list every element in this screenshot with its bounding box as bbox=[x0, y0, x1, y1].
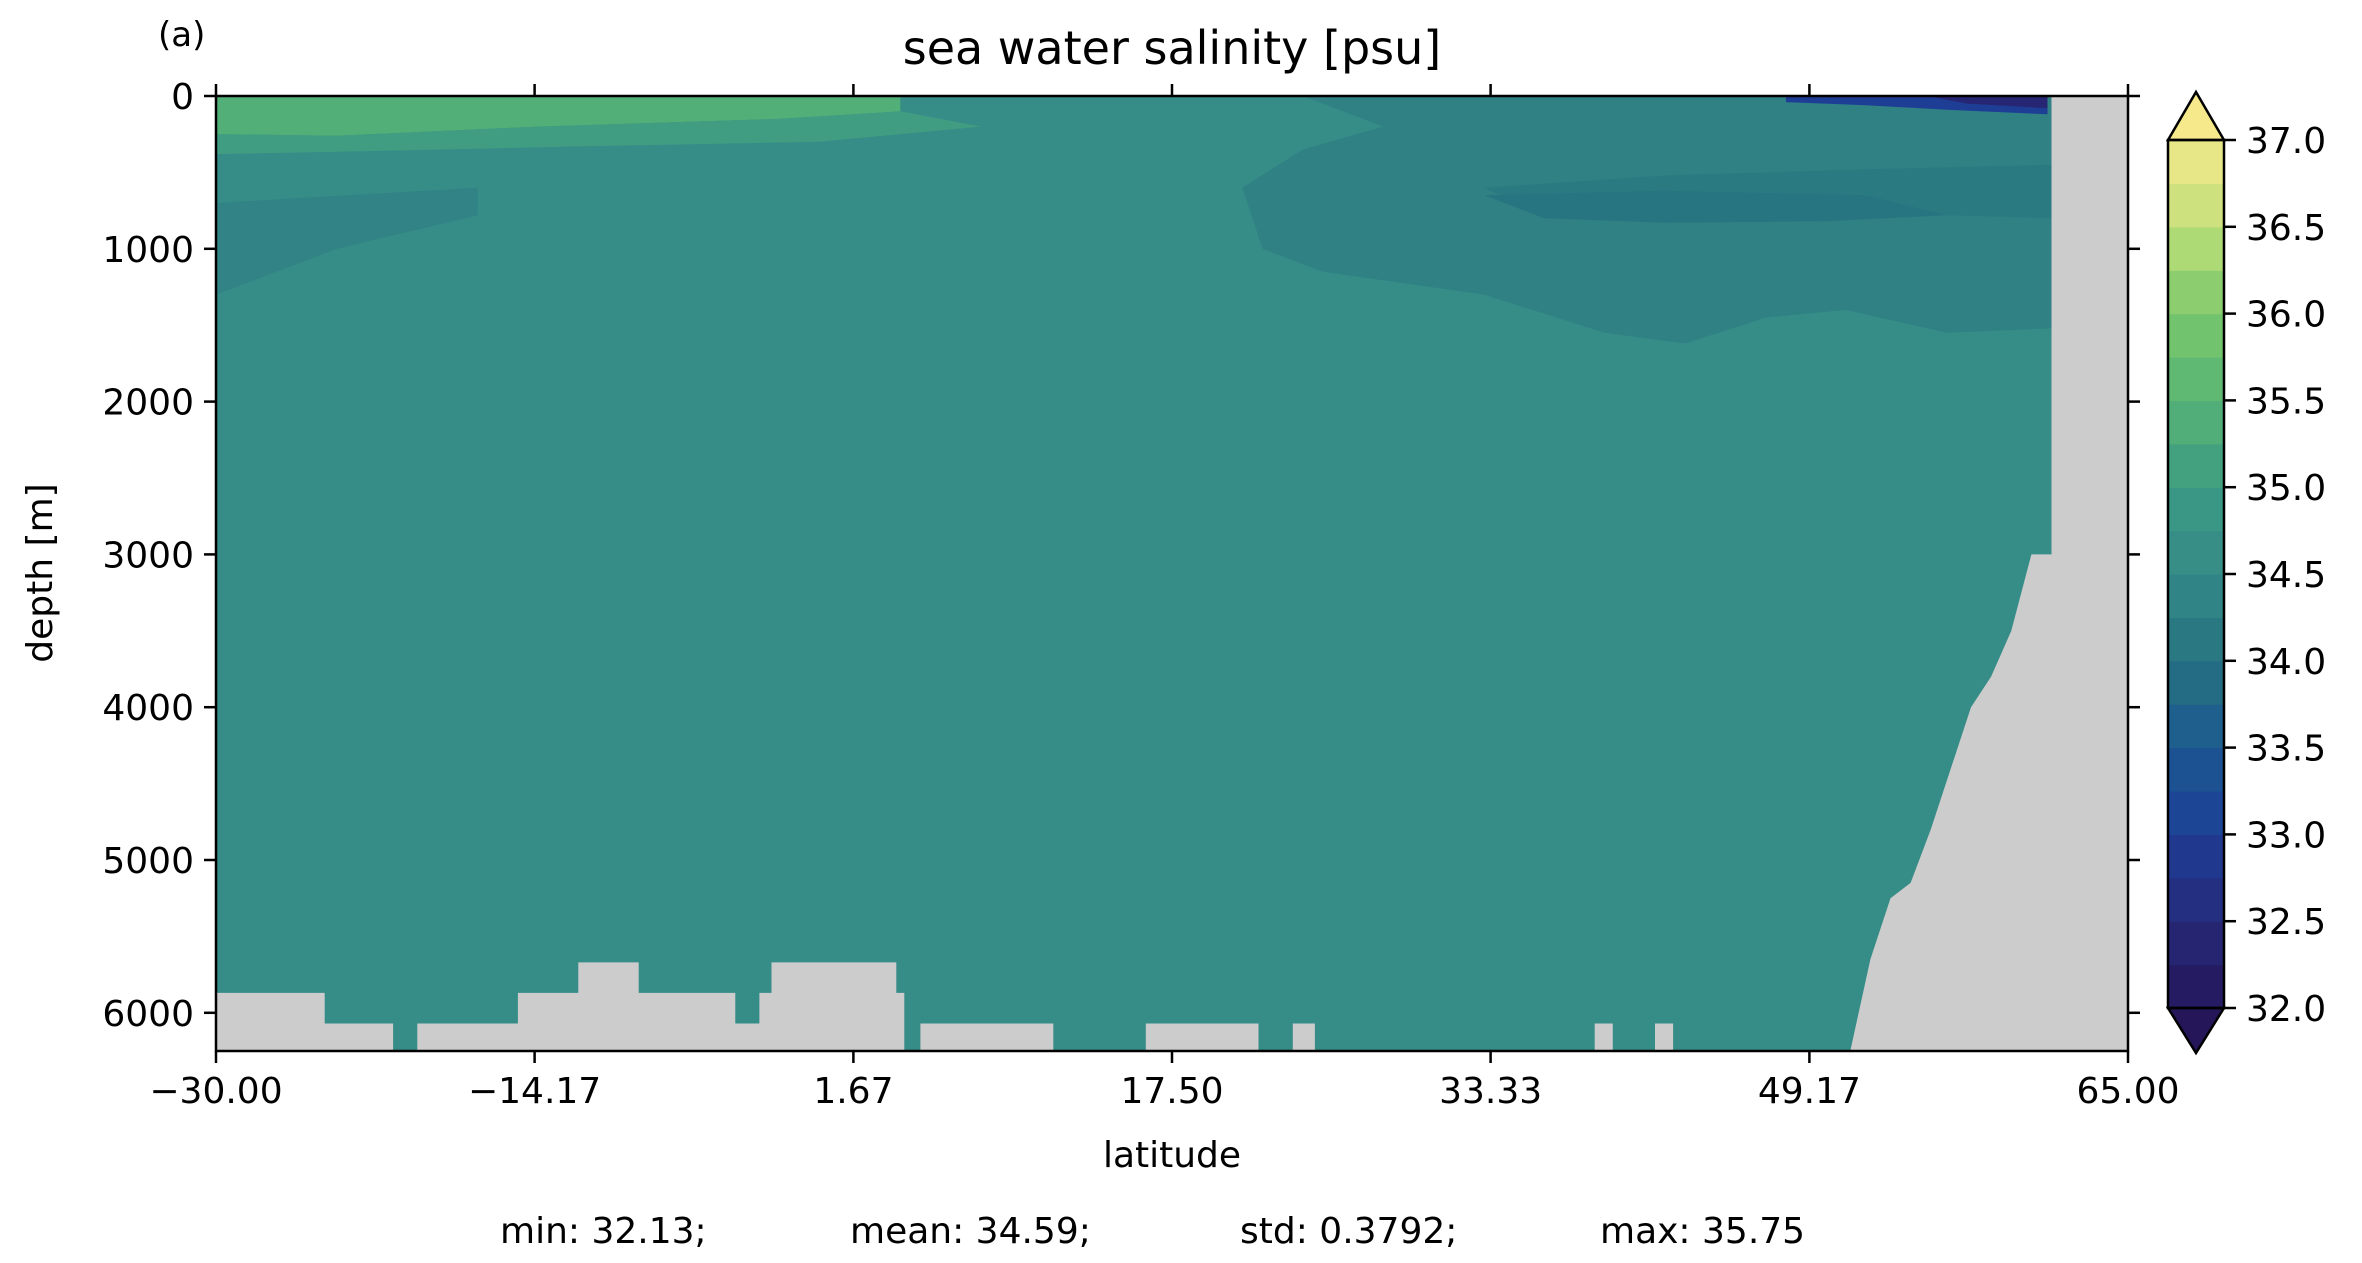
land-area-5 bbox=[1145, 1023, 1259, 1051]
y-tick-label-6: 6000 bbox=[102, 994, 194, 1035]
land-area-4 bbox=[920, 1023, 1054, 1051]
land-area-2 bbox=[216, 992, 394, 1051]
x-tick-label-2: 1.67 bbox=[813, 1071, 893, 1112]
colorbar-band-1 bbox=[2168, 921, 2224, 966]
salinity-region-2 bbox=[216, 187, 478, 295]
colorbar-tick-label-10: 37.0 bbox=[2246, 121, 2326, 162]
colorbar-tick-label-8: 36.0 bbox=[2246, 295, 2326, 336]
colorbar-band-14 bbox=[2168, 357, 2224, 401]
y-tick-label-4: 4000 bbox=[102, 688, 194, 729]
colorbar-band-17 bbox=[2168, 226, 2224, 271]
land-area-8 bbox=[1655, 1023, 1674, 1051]
colorbar-tick-label-2: 33.0 bbox=[2246, 815, 2326, 856]
colorbar-band-5 bbox=[2168, 747, 2224, 792]
colorbar-tick-label-4: 34.0 bbox=[2246, 642, 2326, 683]
colorbar-tick-label-6: 35.0 bbox=[2246, 468, 2326, 509]
colorbar-band-8 bbox=[2168, 617, 2224, 662]
colorbar-band-15 bbox=[2168, 313, 2224, 358]
colorbar-band-11 bbox=[2168, 487, 2224, 532]
salinity-regions bbox=[216, 96, 2052, 344]
colorbar-band-6 bbox=[2168, 704, 2224, 749]
colorbar-tick-label-0: 32.0 bbox=[2246, 989, 2326, 1030]
land-area-1 bbox=[1850, 554, 2052, 1051]
colorbar-tick-label-9: 36.5 bbox=[2246, 208, 2326, 249]
y-axis: 0 1000 2000 3000 4000 5000 6000 bbox=[102, 77, 2140, 1035]
chart-title: sea water salinity [psu] bbox=[903, 21, 1442, 75]
stat-min: min: 32.13; bbox=[500, 1211, 707, 1252]
y-tick-label-3: 3000 bbox=[102, 535, 194, 576]
x-axis-label: latitude bbox=[1103, 1135, 1241, 1176]
colorbar-band-2 bbox=[2168, 877, 2224, 922]
salinity-region-1 bbox=[216, 111, 981, 155]
colorbar-bottom-extension bbox=[2165, 1006, 2227, 1056]
y-tick-label-1: 1000 bbox=[102, 230, 194, 271]
y-tick-label-5: 5000 bbox=[102, 841, 194, 882]
colorbar-band-18 bbox=[2168, 183, 2224, 228]
stat-max: max: 35.75 bbox=[1600, 1211, 1805, 1252]
panel-label: (a) bbox=[158, 15, 205, 55]
colorbar-band-7 bbox=[2168, 660, 2224, 705]
colorbar-ticks: 32.0 32.5 33.0 33.5 34.0 34.5 35.0 35.5 36.0 36.5… bbox=[2224, 121, 2326, 1030]
colorbar-band-12 bbox=[2168, 443, 2224, 488]
plot-area bbox=[216, 96, 2128, 1051]
colorbar: 32.0 32.5 33.0 33.5 34.0 34.5 35.0 35.5 36.0 36.5… bbox=[2165, 89, 2326, 1056]
salinity-region-7 bbox=[1926, 96, 2048, 109]
colorbar-tick-label-1: 32.5 bbox=[2246, 902, 2326, 943]
statistics-line: min: 32.13; mean: 34.59; std: 0.3792; ma… bbox=[500, 1211, 1805, 1252]
colorbar-band-13 bbox=[2168, 400, 2224, 445]
salinity-region-5 bbox=[1484, 190, 1947, 223]
y-tick-label-0: 0 bbox=[171, 77, 194, 118]
colorbar-band-0 bbox=[2168, 964, 2224, 1008]
x-tick-label-0: −30.00 bbox=[149, 1071, 282, 1112]
x-tick-label-4: 33.33 bbox=[1439, 1071, 1542, 1112]
colorbar-band-19 bbox=[2168, 140, 2224, 184]
colorbar-tick-label-7: 35.5 bbox=[2246, 381, 2326, 422]
x-tick-label-6: 65.00 bbox=[2076, 1071, 2179, 1112]
colorbar-band-4 bbox=[2168, 791, 2224, 835]
land-area-6 bbox=[1292, 1023, 1315, 1051]
land-area-3 bbox=[417, 962, 905, 1051]
colorbar-tick-label-5: 34.5 bbox=[2246, 555, 2326, 596]
x-axis: −30.00 −14.17 1.67 17.50 33.33 49.17 65.00 bbox=[149, 84, 2180, 1112]
x-tick-label-5: 49.17 bbox=[1758, 1071, 1861, 1112]
colorbar-top-extension bbox=[2165, 89, 2227, 142]
x-tick-label-3: 17.50 bbox=[1120, 1071, 1223, 1112]
x-tick-label-1: −14.17 bbox=[468, 1071, 601, 1112]
colorbar-band-16 bbox=[2168, 270, 2224, 315]
colorbar-band-9 bbox=[2168, 574, 2224, 618]
salinity-region-0 bbox=[216, 96, 901, 136]
stat-mean: mean: 34.59; bbox=[850, 1211, 1091, 1252]
stat-std: std: 0.3792; bbox=[1240, 1211, 1457, 1252]
land-mask bbox=[216, 96, 2128, 1051]
colorbar-tick-label-3: 33.5 bbox=[2246, 729, 2326, 770]
colorbar-band-3 bbox=[2168, 834, 2224, 879]
y-tick-label-2: 2000 bbox=[102, 383, 194, 424]
y-axis-label: depth [m] bbox=[20, 483, 61, 662]
colorbar-band-10 bbox=[2168, 530, 2224, 575]
land-area-0 bbox=[2051, 96, 2128, 1051]
land-area-7 bbox=[1594, 1023, 1613, 1051]
colorbar-bands bbox=[2168, 140, 2224, 1008]
